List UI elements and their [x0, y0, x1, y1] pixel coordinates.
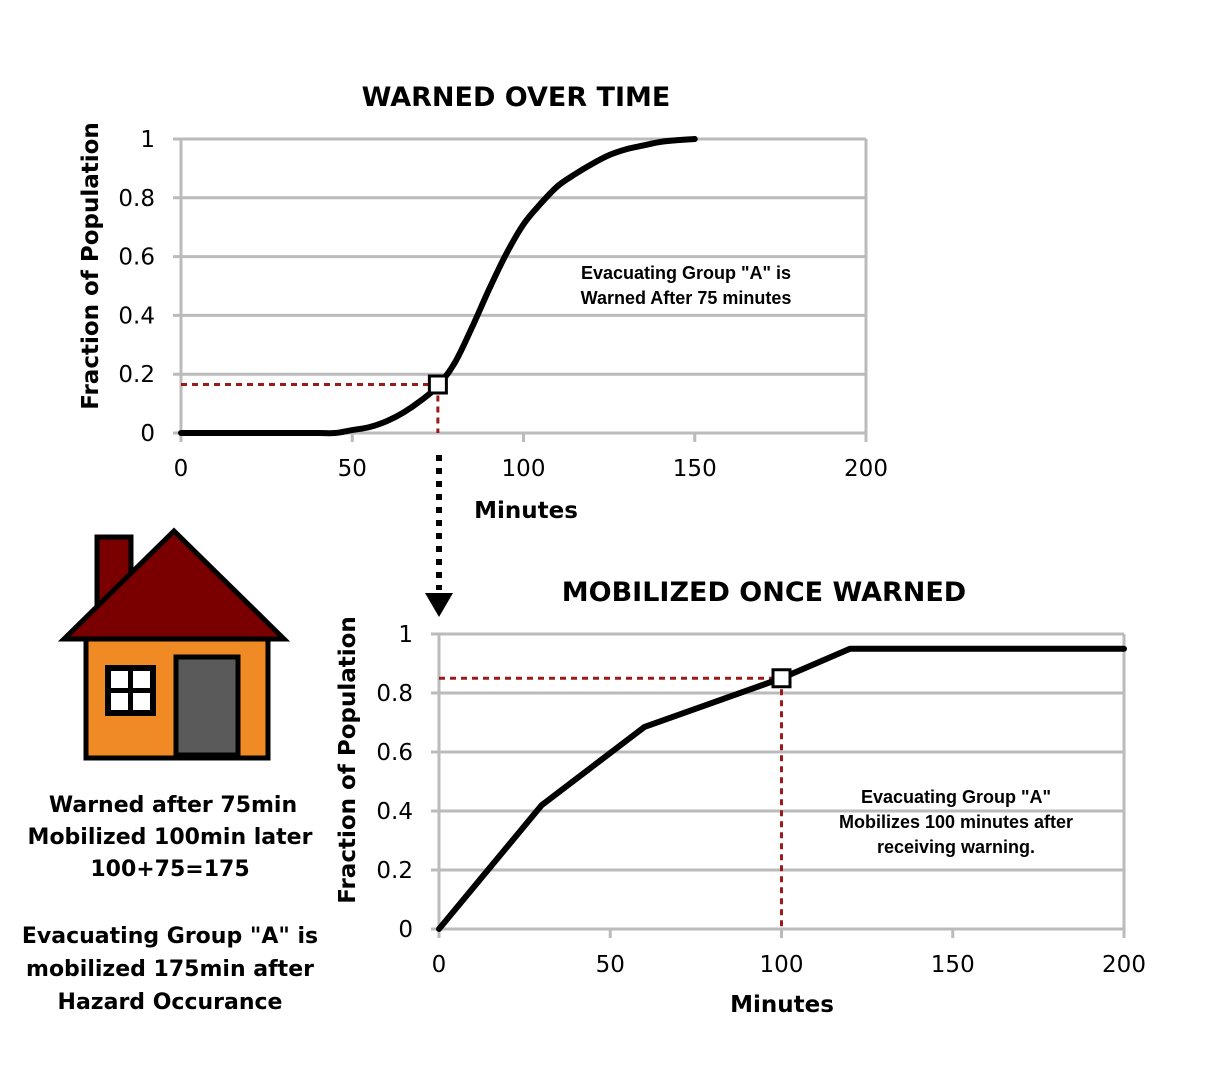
- house-window: [105, 665, 156, 716]
- mobilized-x-tick-label: 50: [596, 952, 625, 978]
- mobilized-grid: [431, 632, 1126, 938]
- mobilized-guides: [439, 676, 783, 929]
- warned-x-axis-label: Minutes: [474, 498, 578, 524]
- side-text-line-3: 100+75=175: [90, 857, 249, 882]
- connector-arrow: [425, 455, 453, 617]
- warned-y-tick-label: 0.4: [118, 303, 155, 329]
- warned-y-tick-label: 1: [140, 127, 155, 153]
- warned-chart: WARNED OVER TIME 0 0.2 0.4 0.6 0.8 1 0 50 100 15…: [78, 82, 888, 524]
- mobilized-chart-title: MOBILIZED ONCE WARNED: [562, 577, 966, 608]
- warned-y-axis-label: Fraction of Population: [78, 122, 104, 410]
- warned-guides: [181, 382, 440, 433]
- side-explanation: Warned after 75min Mobilized 100min late…: [22, 793, 318, 1015]
- warned-chart-title: WARNED OVER TIME: [362, 82, 671, 113]
- mobilized-annotation-line-2: Mobilizes 100 minutes after: [839, 812, 1073, 832]
- side-text-line-2: Mobilized 100min later: [28, 825, 313, 850]
- warned-x-tick-label: 50: [338, 456, 367, 482]
- side-text-line-6: Hazard Occurance: [58, 990, 283, 1015]
- mobilized-y-tick-label: 0.6: [376, 740, 413, 766]
- mobilized-x-ticks: 0 50 100 150 200: [432, 952, 1146, 978]
- side-text-line-4: Evacuating Group "A" is: [22, 924, 318, 949]
- house-icon: [57, 527, 291, 761]
- warned-y-tick-label: 0.6: [118, 245, 155, 271]
- side-text-line-5: mobilized 175min after: [26, 957, 314, 982]
- warned-y-ticks: 0 0.2 0.4 0.6 0.8 1: [118, 127, 155, 447]
- warned-y-tick-label: 0.8: [118, 186, 155, 212]
- mobilized-y-tick-label: 0.2: [376, 858, 413, 884]
- mobilized-chart: MOBILIZED ONCE WARNED 0 0.2 0.4 0.6 0.8 1 0 50…: [335, 577, 1146, 1018]
- mobilized-y-axis-label: Fraction of Population: [335, 616, 361, 904]
- mobilized-y-tick-label: 0.4: [376, 799, 413, 825]
- arrow-down-icon: [425, 593, 453, 617]
- warned-annotation-line-2: Warned After 75 minutes: [581, 288, 792, 308]
- mobilized-x-tick-label: 150: [931, 952, 975, 978]
- mobilized-y-tick-label: 0.8: [376, 681, 413, 707]
- mobilized-y-ticks: 0 0.2 0.4 0.6 0.8 1: [376, 622, 413, 943]
- warned-y-tick-label: 0.2: [118, 362, 155, 388]
- mobilized-y-tick-label: 0: [398, 917, 413, 943]
- mobilized-annotation-line-3: receiving warning.: [877, 837, 1035, 857]
- mobilized-x-tick-label: 200: [1102, 952, 1146, 978]
- warned-x-ticks: 0 50 100 150 200: [174, 456, 888, 482]
- side-text-line-1: Warned after 75min: [49, 793, 297, 818]
- house-roof: [57, 527, 291, 642]
- warned-y-tick-label: 0: [140, 421, 155, 447]
- mobilized-y-tick-label: 1: [398, 622, 413, 648]
- warned-highlight-marker: [427, 374, 448, 395]
- mobilized-x-tick-label: 100: [760, 952, 804, 978]
- warned-series-line: [178, 136, 698, 437]
- mobilized-highlight-marker: [771, 668, 792, 689]
- warned-x-tick-label: 0: [174, 456, 189, 482]
- house-door: [173, 654, 241, 758]
- mobilized-series-line: [436, 645, 1127, 932]
- mobilized-annotation-line-1: Evacuating Group "A": [861, 787, 1051, 807]
- warned-annotation-line-1: Evacuating Group "A" is: [581, 263, 791, 283]
- warned-x-tick-label: 150: [673, 456, 717, 482]
- warned-x-tick-label: 200: [844, 456, 888, 482]
- mobilized-x-axis-label: Minutes: [730, 992, 834, 1018]
- warned-x-tick-label: 100: [502, 456, 546, 482]
- mobilized-x-tick-label: 0: [432, 952, 447, 978]
